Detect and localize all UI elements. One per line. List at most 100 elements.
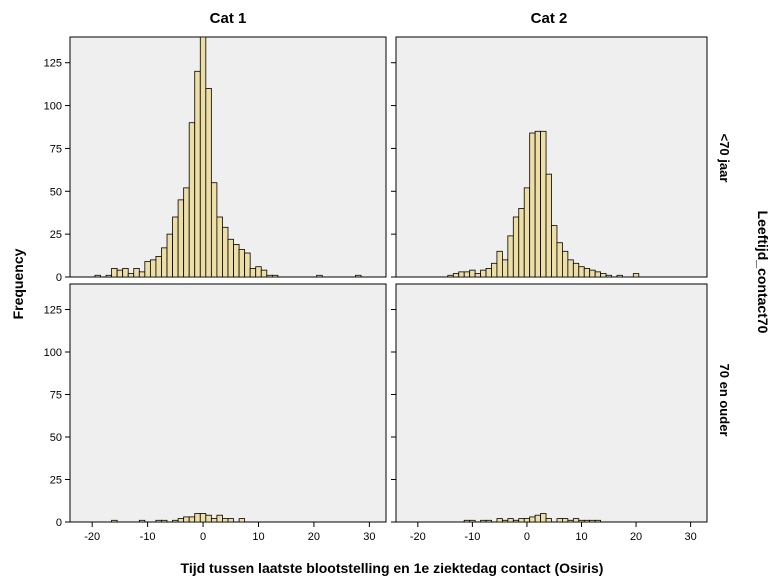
- histogram-bar: [469, 519, 476, 523]
- histogram-bar: [507, 518, 514, 523]
- histogram-bar: [161, 519, 168, 523]
- column-title-cat-2: Cat 2: [531, 10, 568, 27]
- histogram-bar: [172, 216, 179, 278]
- histogram-bar: [480, 519, 487, 523]
- histogram-bar: [523, 187, 531, 278]
- histogram-bar: [480, 269, 487, 278]
- histogram-bar: [491, 262, 498, 278]
- histogram-bar: [518, 518, 525, 523]
- histogram-bar: [138, 519, 146, 523]
- histogram-bar: [567, 519, 574, 523]
- histogram-bar: [144, 261, 151, 278]
- y-tick-label: 100: [44, 101, 62, 113]
- y-tick-label: 0: [56, 517, 62, 529]
- histogram-bar: [244, 252, 251, 278]
- histogram-bar: [567, 259, 574, 278]
- histogram-bar: [116, 269, 124, 278]
- panel-frame-3: [69, 283, 387, 523]
- histogram-bar: [562, 250, 569, 278]
- row-title-under-70: <70 jaar: [717, 134, 732, 183]
- x-tick-label: 20: [630, 531, 642, 543]
- y-tick-label: 25: [50, 475, 62, 487]
- histogram-bar: [238, 249, 246, 278]
- histogram-bar: [266, 274, 273, 278]
- histogram-bar: [149, 259, 157, 278]
- histogram-bar: [529, 516, 536, 523]
- histogram-bar: [540, 513, 547, 523]
- histogram-bar: [496, 250, 503, 278]
- column-title-cat-1: Cat 1: [210, 10, 247, 27]
- histogram-bar: [260, 269, 268, 278]
- histogram-bar: [355, 274, 362, 278]
- histogram-bar: [540, 130, 547, 278]
- histogram-bar: [227, 518, 234, 523]
- histogram-bar: [589, 269, 596, 278]
- y-tick-label: 100: [44, 347, 62, 359]
- histogram-bar: [545, 518, 552, 523]
- histogram-bar: [578, 519, 585, 523]
- histogram-bar: [496, 518, 503, 523]
- x-tick-label: 0: [200, 531, 206, 543]
- y-tick-label: 75: [50, 390, 62, 402]
- histogram-bar: [583, 519, 591, 523]
- y-tick-label: 50: [50, 432, 62, 444]
- histogram-bar: [594, 271, 602, 278]
- histogram-bar: [518, 208, 525, 278]
- histogram-bar: [523, 518, 531, 523]
- histogram-bar: [177, 518, 185, 523]
- histogram-bar: [545, 173, 552, 278]
- histogram-bar: [534, 130, 541, 278]
- x-tick-label: -20: [410, 531, 426, 543]
- histogram-bar: [474, 273, 481, 278]
- x-tick-label: -20: [84, 531, 100, 543]
- histogram-bar: [199, 36, 207, 278]
- histogram-bar: [600, 273, 607, 278]
- row-variable-label: Leeftijd_contact70: [755, 211, 771, 334]
- histogram-bar: [138, 271, 146, 278]
- histogram-bar: [194, 70, 201, 278]
- histogram-bar: [556, 518, 563, 523]
- histogram-bar: [616, 274, 623, 278]
- histogram-bar: [188, 516, 196, 523]
- x-tick-label: 30: [363, 531, 375, 543]
- histogram-bar: [501, 519, 509, 523]
- histogram-bar: [127, 273, 135, 278]
- histogram-bar: [194, 513, 201, 523]
- y-tick-label: 50: [50, 186, 62, 198]
- row-title-70-and-older: 70 en ouder: [717, 364, 732, 437]
- histogram-bar: [249, 268, 257, 278]
- histogram-bar: [111, 268, 118, 278]
- histogram-bar: [105, 274, 112, 278]
- histogram-bar: [594, 519, 602, 523]
- panel-frame-4: [395, 283, 708, 523]
- histogram-bar: [177, 199, 185, 278]
- histogram-bar: [316, 274, 323, 278]
- histogram-bar: [507, 235, 514, 278]
- x-tick-label: 10: [252, 531, 264, 543]
- y-axis-title: Frequency: [10, 248, 26, 319]
- histogram-bar: [133, 268, 140, 278]
- histogram-bar: [233, 244, 240, 278]
- histogram-bar: [172, 519, 179, 523]
- histogram-bar: [463, 271, 471, 278]
- histogram-bar: [512, 216, 520, 278]
- histogram-bar: [271, 274, 279, 278]
- histogram-bar: [452, 273, 460, 278]
- histogram-bar: [562, 518, 569, 523]
- histogram-bar: [216, 216, 223, 278]
- histogram-bar: [122, 268, 129, 278]
- y-tick-label: 0: [56, 272, 62, 284]
- histogram-bar: [94, 274, 101, 278]
- x-tick-label: 20: [308, 531, 320, 543]
- histogram-bar: [458, 271, 465, 278]
- histogram-bar: [222, 518, 229, 523]
- histogram-bar: [188, 122, 196, 278]
- histogram-bar: [583, 268, 591, 278]
- histogram-bar: [512, 519, 520, 523]
- histogram-bar: [111, 519, 118, 523]
- histogram-bar: [463, 519, 471, 523]
- histogram-bar: [155, 519, 162, 523]
- histogram-bar: [183, 187, 190, 278]
